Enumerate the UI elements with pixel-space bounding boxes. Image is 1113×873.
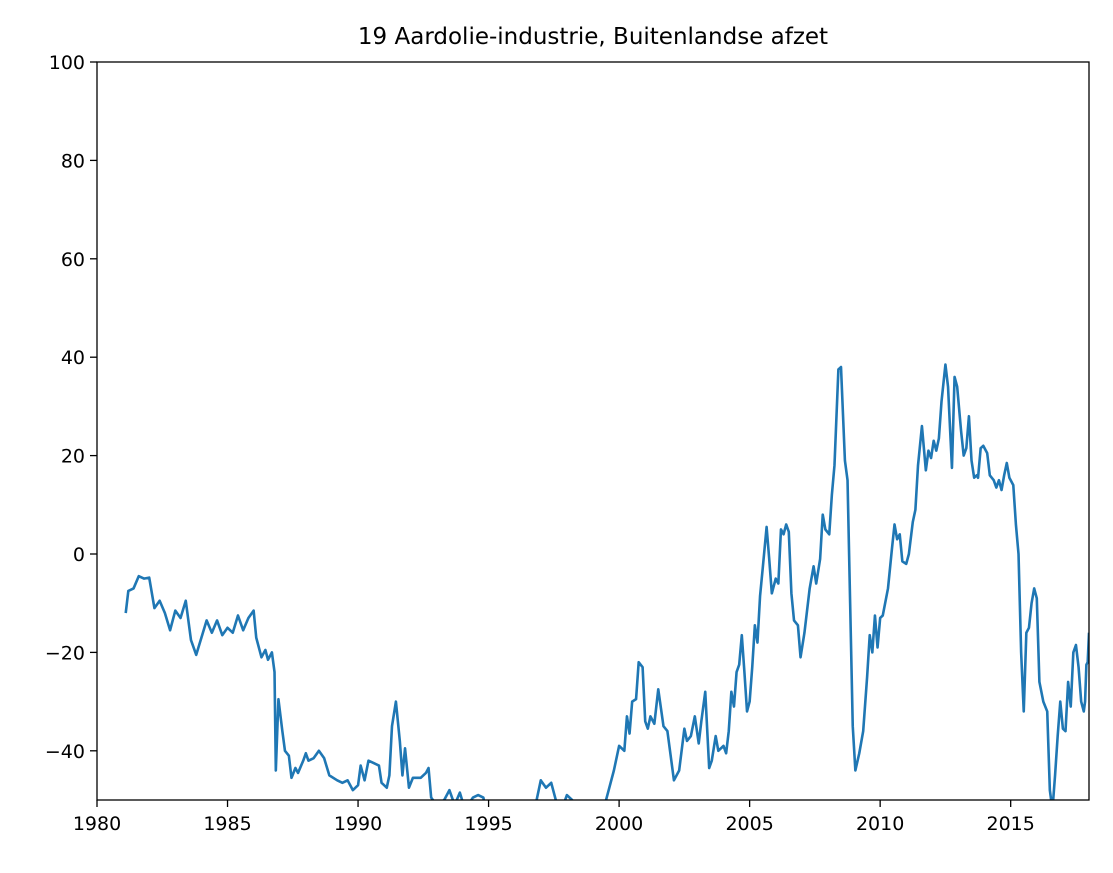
y-tick-label: 0 [73, 544, 85, 566]
y-tick-label: 100 [49, 52, 85, 74]
plot-frame [96, 61, 1090, 801]
y-tick-label: −40 [45, 741, 85, 763]
axes: −40 −20 0 20 40 60 80 100 1980 1985 1990 1995 2000 20… [45, 52, 1035, 835]
line [124, 363, 1089, 800]
y-tick-label: 80 [61, 150, 85, 172]
x-tick-label: 2005 [725, 813, 773, 835]
y-tick-label: −20 [45, 642, 85, 664]
y-tick-label: 60 [61, 249, 85, 271]
x-tick-label: 2010 [856, 813, 904, 835]
x-tick-label: 2000 [595, 813, 643, 835]
y-tick-label: 20 [61, 446, 85, 468]
chart-title: 19 Aardolie-industrie, Buitenlandse afze… [358, 24, 828, 50]
y-tick-label: 40 [61, 347, 85, 369]
x-tick-label: 1985 [203, 813, 251, 835]
x-tick-label: 1995 [464, 813, 512, 835]
x-tick-label: 1980 [73, 813, 121, 835]
x-tick-label: 1990 [334, 813, 382, 835]
x-tick-label: 2015 [987, 813, 1035, 835]
